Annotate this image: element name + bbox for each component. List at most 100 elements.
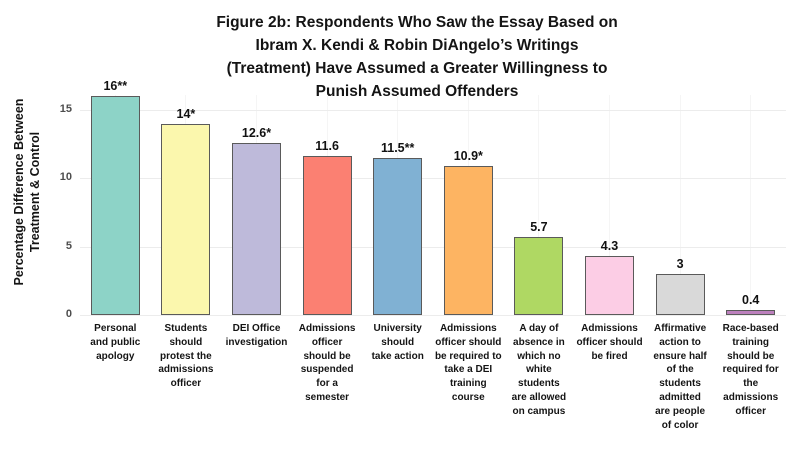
bar-value-label: 5.7 bbox=[530, 220, 548, 235]
x-category-label-line: Race-based bbox=[722, 323, 779, 334]
bar-value-label: 12.6* bbox=[241, 125, 272, 140]
bar bbox=[443, 165, 493, 315]
x-category-label-line: course bbox=[451, 391, 485, 403]
x-category-label-line: apology bbox=[96, 350, 135, 362]
x-category-label-line: which no bbox=[517, 350, 561, 362]
x-category-label-line: officer bbox=[735, 405, 766, 417]
x-category-label: Students should protest the admissions offic… bbox=[148, 322, 224, 391]
x-category-label-line: admissions bbox=[723, 391, 779, 403]
x-category-label-line: on campus bbox=[512, 405, 566, 417]
y-tick-label: 10 bbox=[59, 171, 72, 184]
bar bbox=[373, 157, 423, 315]
bar-value-label: 11.5** bbox=[381, 140, 415, 155]
x-category-label: Admissions officer should be suspended for a… bbox=[289, 322, 365, 405]
x-category-label-line: required for bbox=[722, 364, 779, 376]
x-category-label-line: of the bbox=[666, 364, 694, 376]
bar-value-label: 11.6 bbox=[315, 139, 339, 154]
x-category-label: University should take action bbox=[360, 322, 436, 363]
x-category-label-line: officer should bbox=[435, 336, 502, 348]
x-category-label-line: are allowed bbox=[511, 391, 567, 403]
x-category-label: A day of absence in which no white students a… bbox=[501, 322, 577, 419]
y-tick-label: 0 bbox=[65, 308, 72, 320]
x-category-label-line: DEI Office bbox=[232, 323, 281, 334]
x-category-label-line: suspended bbox=[300, 364, 354, 376]
bar bbox=[302, 156, 352, 315]
x-category-label-line: be fired bbox=[591, 350, 628, 362]
x-category-label-line: A day of bbox=[519, 323, 559, 334]
chart-title-line: (Treatment) Have Assumed a Greater Willi… bbox=[226, 60, 608, 77]
x-category-label-line: Personal bbox=[94, 323, 137, 334]
x-category-label-line: Affirmative bbox=[653, 323, 707, 334]
bar bbox=[161, 123, 211, 315]
x-category-label-line: admitted bbox=[659, 391, 701, 403]
bar-value-label: 3 bbox=[676, 256, 684, 271]
x-category-label-line: officer bbox=[311, 336, 343, 348]
x-gridline bbox=[538, 95, 540, 315]
x-gridline bbox=[609, 95, 610, 315]
bar-value-label: 0.4 bbox=[741, 292, 760, 307]
chart-title-line: Figure 2b: Respondents Who Saw the Essay… bbox=[216, 14, 618, 31]
x-category-label-line: ensure half bbox=[653, 350, 707, 362]
x-category-label-line: protest the bbox=[160, 350, 212, 362]
bar-value-label: 10.9* bbox=[453, 148, 483, 163]
x-category-label: Personal and public apology bbox=[77, 322, 153, 363]
x-category-label-line: officer bbox=[170, 378, 202, 390]
x-category-label-line: Admissions bbox=[581, 323, 638, 334]
x-category-label-line: take a DEI bbox=[444, 364, 493, 376]
x-category-label-line: training bbox=[449, 378, 487, 390]
x-category-label-line: investigation bbox=[225, 336, 288, 348]
bar bbox=[585, 256, 634, 315]
bar bbox=[232, 142, 281, 315]
y-axis-label: Percentage Difference Between Treatment … bbox=[11, 92, 51, 292]
x-category-label-line: absence in bbox=[513, 336, 565, 348]
chart-title: Figure 2b: Respondents Who Saw the Essay… bbox=[170, 11, 664, 103]
x-category-label-line: officer should bbox=[576, 336, 643, 348]
x-category-label-line: white bbox=[526, 364, 552, 376]
y-axis-label-line: Treatment & Control bbox=[28, 131, 42, 253]
x-category-label-line: Admissions bbox=[298, 323, 356, 334]
x-category-label-line: take action bbox=[371, 350, 424, 362]
bar bbox=[726, 309, 776, 315]
x-category-label-line: University bbox=[373, 323, 422, 334]
bar-value-label: 4.3 bbox=[600, 239, 619, 254]
x-category-label-line: semester bbox=[305, 391, 350, 403]
bar-value-label: 16** bbox=[103, 79, 128, 94]
x-category-label: DEI Office investigation bbox=[219, 322, 295, 350]
x-category-label-line: Students bbox=[164, 323, 208, 334]
x-category-label-line: should be bbox=[303, 350, 351, 362]
x-category-label: Affirmative action to ensure half of the stu… bbox=[642, 322, 718, 432]
y-axis-label-line: Percentage Difference Between bbox=[12, 98, 26, 286]
x-category-label-line: should bbox=[169, 336, 203, 348]
x-category-label-line: should bbox=[381, 336, 415, 348]
y-gridline bbox=[80, 109, 786, 111]
bar bbox=[90, 96, 140, 315]
y-tick-label: 5 bbox=[65, 239, 72, 252]
x-category-label-line: Admissions bbox=[439, 323, 497, 334]
bar bbox=[514, 237, 564, 315]
x-category-label: Admissions officer should be fired bbox=[572, 322, 648, 363]
y-gridline bbox=[80, 178, 786, 180]
x-category-label-line: should be bbox=[727, 350, 775, 362]
x-category-label-line: for a bbox=[316, 378, 338, 390]
x-category-label-line: and public bbox=[90, 336, 141, 348]
x-gridline bbox=[750, 95, 752, 315]
x-category-label-line: training bbox=[732, 336, 770, 348]
chart-title-line: Punish Assumed Offenders bbox=[315, 83, 519, 100]
x-category-label-line: admissions bbox=[158, 364, 214, 376]
x-category-label-line: action to bbox=[659, 336, 701, 348]
y-gridline bbox=[80, 246, 786, 248]
x-category-label-line: students bbox=[659, 378, 701, 390]
plot-panel: 16** Personal and public apology 14* Students… bbox=[80, 0, 786, 460]
x-category-label: Admissions officer should be required to ta… bbox=[430, 322, 506, 405]
x-gridline bbox=[679, 95, 681, 315]
y-gridline bbox=[80, 315, 786, 316]
x-category-label-line: students bbox=[518, 378, 560, 390]
x-category-label-line: be required to bbox=[434, 350, 502, 362]
x-category-label-line: the bbox=[743, 378, 759, 390]
x-category-label: Race-based training should be required for t… bbox=[713, 322, 789, 419]
bar-value-label: 14* bbox=[176, 106, 196, 121]
y-tick-label: 15 bbox=[59, 102, 72, 115]
chart-title-line: Ibram X. Kendi & Robin DiAngelo’s Writin… bbox=[255, 37, 579, 54]
bar bbox=[655, 273, 705, 315]
